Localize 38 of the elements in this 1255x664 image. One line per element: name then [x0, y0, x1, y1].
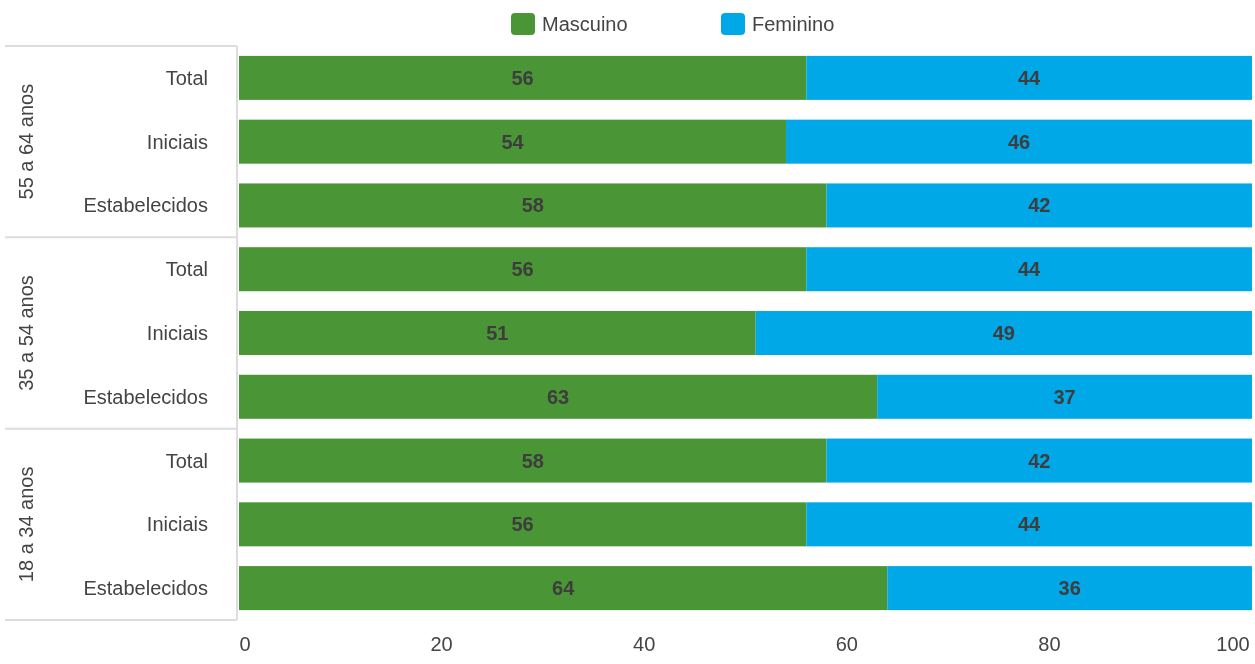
data-label: 44	[1018, 66, 1042, 89]
x-tick-label: 100	[1216, 633, 1250, 655]
y-tick-label: Iniciais	[146, 513, 208, 536]
y-tick-label: Estabelecidos	[83, 194, 208, 217]
data-label: 56	[511, 513, 534, 536]
data-label: 42	[1028, 449, 1051, 472]
data-label: 64	[552, 577, 576, 600]
data-label: 42	[1028, 194, 1051, 217]
data-label: 51	[486, 322, 509, 344]
data-label: 54	[501, 130, 525, 153]
x-tick-label: 80	[1038, 633, 1061, 655]
legend-label: Feminino	[752, 13, 835, 35]
y-tick-label: Estabelecidos	[83, 385, 208, 408]
x-tick-label: 0	[239, 633, 251, 655]
data-label: 44	[1018, 513, 1042, 536]
data-label: 37	[1053, 385, 1076, 408]
y-tick-label: Total	[165, 66, 208, 89]
y-tick-label: Total	[165, 449, 208, 472]
text: 35 a 54 anos	[15, 275, 37, 391]
y-tick-label: Iniciais	[146, 130, 208, 153]
data-label: 58	[521, 194, 544, 217]
y-tick-label: Estabelecidos	[83, 577, 208, 600]
data-label: 44	[1018, 258, 1042, 281]
data-label: 56	[511, 66, 534, 89]
legend-label: Mascuino	[542, 13, 628, 35]
y-tick-label: Total	[165, 258, 208, 281]
text: 18 a 34 anos	[15, 466, 37, 583]
x-tick-label: 20	[430, 633, 453, 655]
x-tick-label: 60	[835, 633, 858, 655]
data-label: 46	[1007, 130, 1031, 153]
data-label: 56	[511, 258, 534, 281]
data-label: 63	[546, 385, 570, 408]
data-label: 36	[1058, 577, 1081, 600]
y-tick-label: Iniciais	[146, 322, 208, 344]
x-tick-label: 40	[633, 633, 656, 655]
data-label: 58	[521, 449, 544, 472]
text: 55 a 64 anos	[15, 83, 37, 200]
data-label: 49	[992, 322, 1015, 344]
